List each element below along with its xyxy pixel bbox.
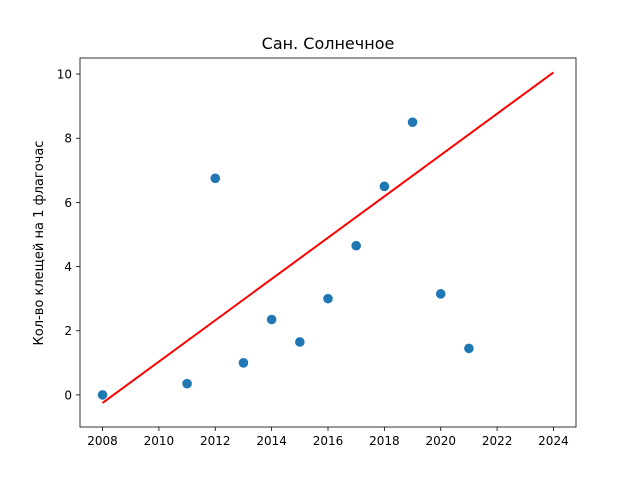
scatter-point [464,343,474,354]
y-tick-label: 4 [64,260,72,274]
scatter-point [435,289,446,299]
axes: 2008 2010 2012 2014 2016 2018 2020 2022 2024 0 2 4 6… [57,57,577,448]
scatter-point [351,240,361,251]
scatter-point [238,358,249,368]
x-tick-label: 2022 [482,434,513,448]
x-tick-label: 2012 [200,434,231,448]
scatter-point [210,173,221,184]
scatter-point [97,390,108,400]
scatter-point [323,293,333,304]
scatter-point [266,314,277,325]
y-tick-label: 8 [64,132,72,146]
scatter-point [379,181,390,192]
x-tick-label: 2024 [538,434,569,448]
x-tick-label: 2008 [87,434,118,448]
scatter-point [295,337,305,347]
x-tick-label: 2016 [313,434,344,448]
x-tick-label: 2014 [256,434,287,448]
y-tick-label: 2 [64,324,72,338]
scatter-point [182,378,192,389]
x-tick-label: 2018 [369,434,400,448]
y-tick-label: 6 [64,196,72,210]
y-axis-title: Кол-во клещей на 1 флагочас [32,141,47,346]
y-tick-label: 10 [57,68,72,82]
chart-title: Сан. Солнечное [262,34,395,53]
x-tick-label: 2010 [144,434,175,448]
plot-area [97,71,555,404]
scatter-point [407,117,418,127]
x-tick-label: 2020 [425,434,456,448]
y-tick-label: 0 [64,388,72,402]
trend-line [101,71,555,404]
